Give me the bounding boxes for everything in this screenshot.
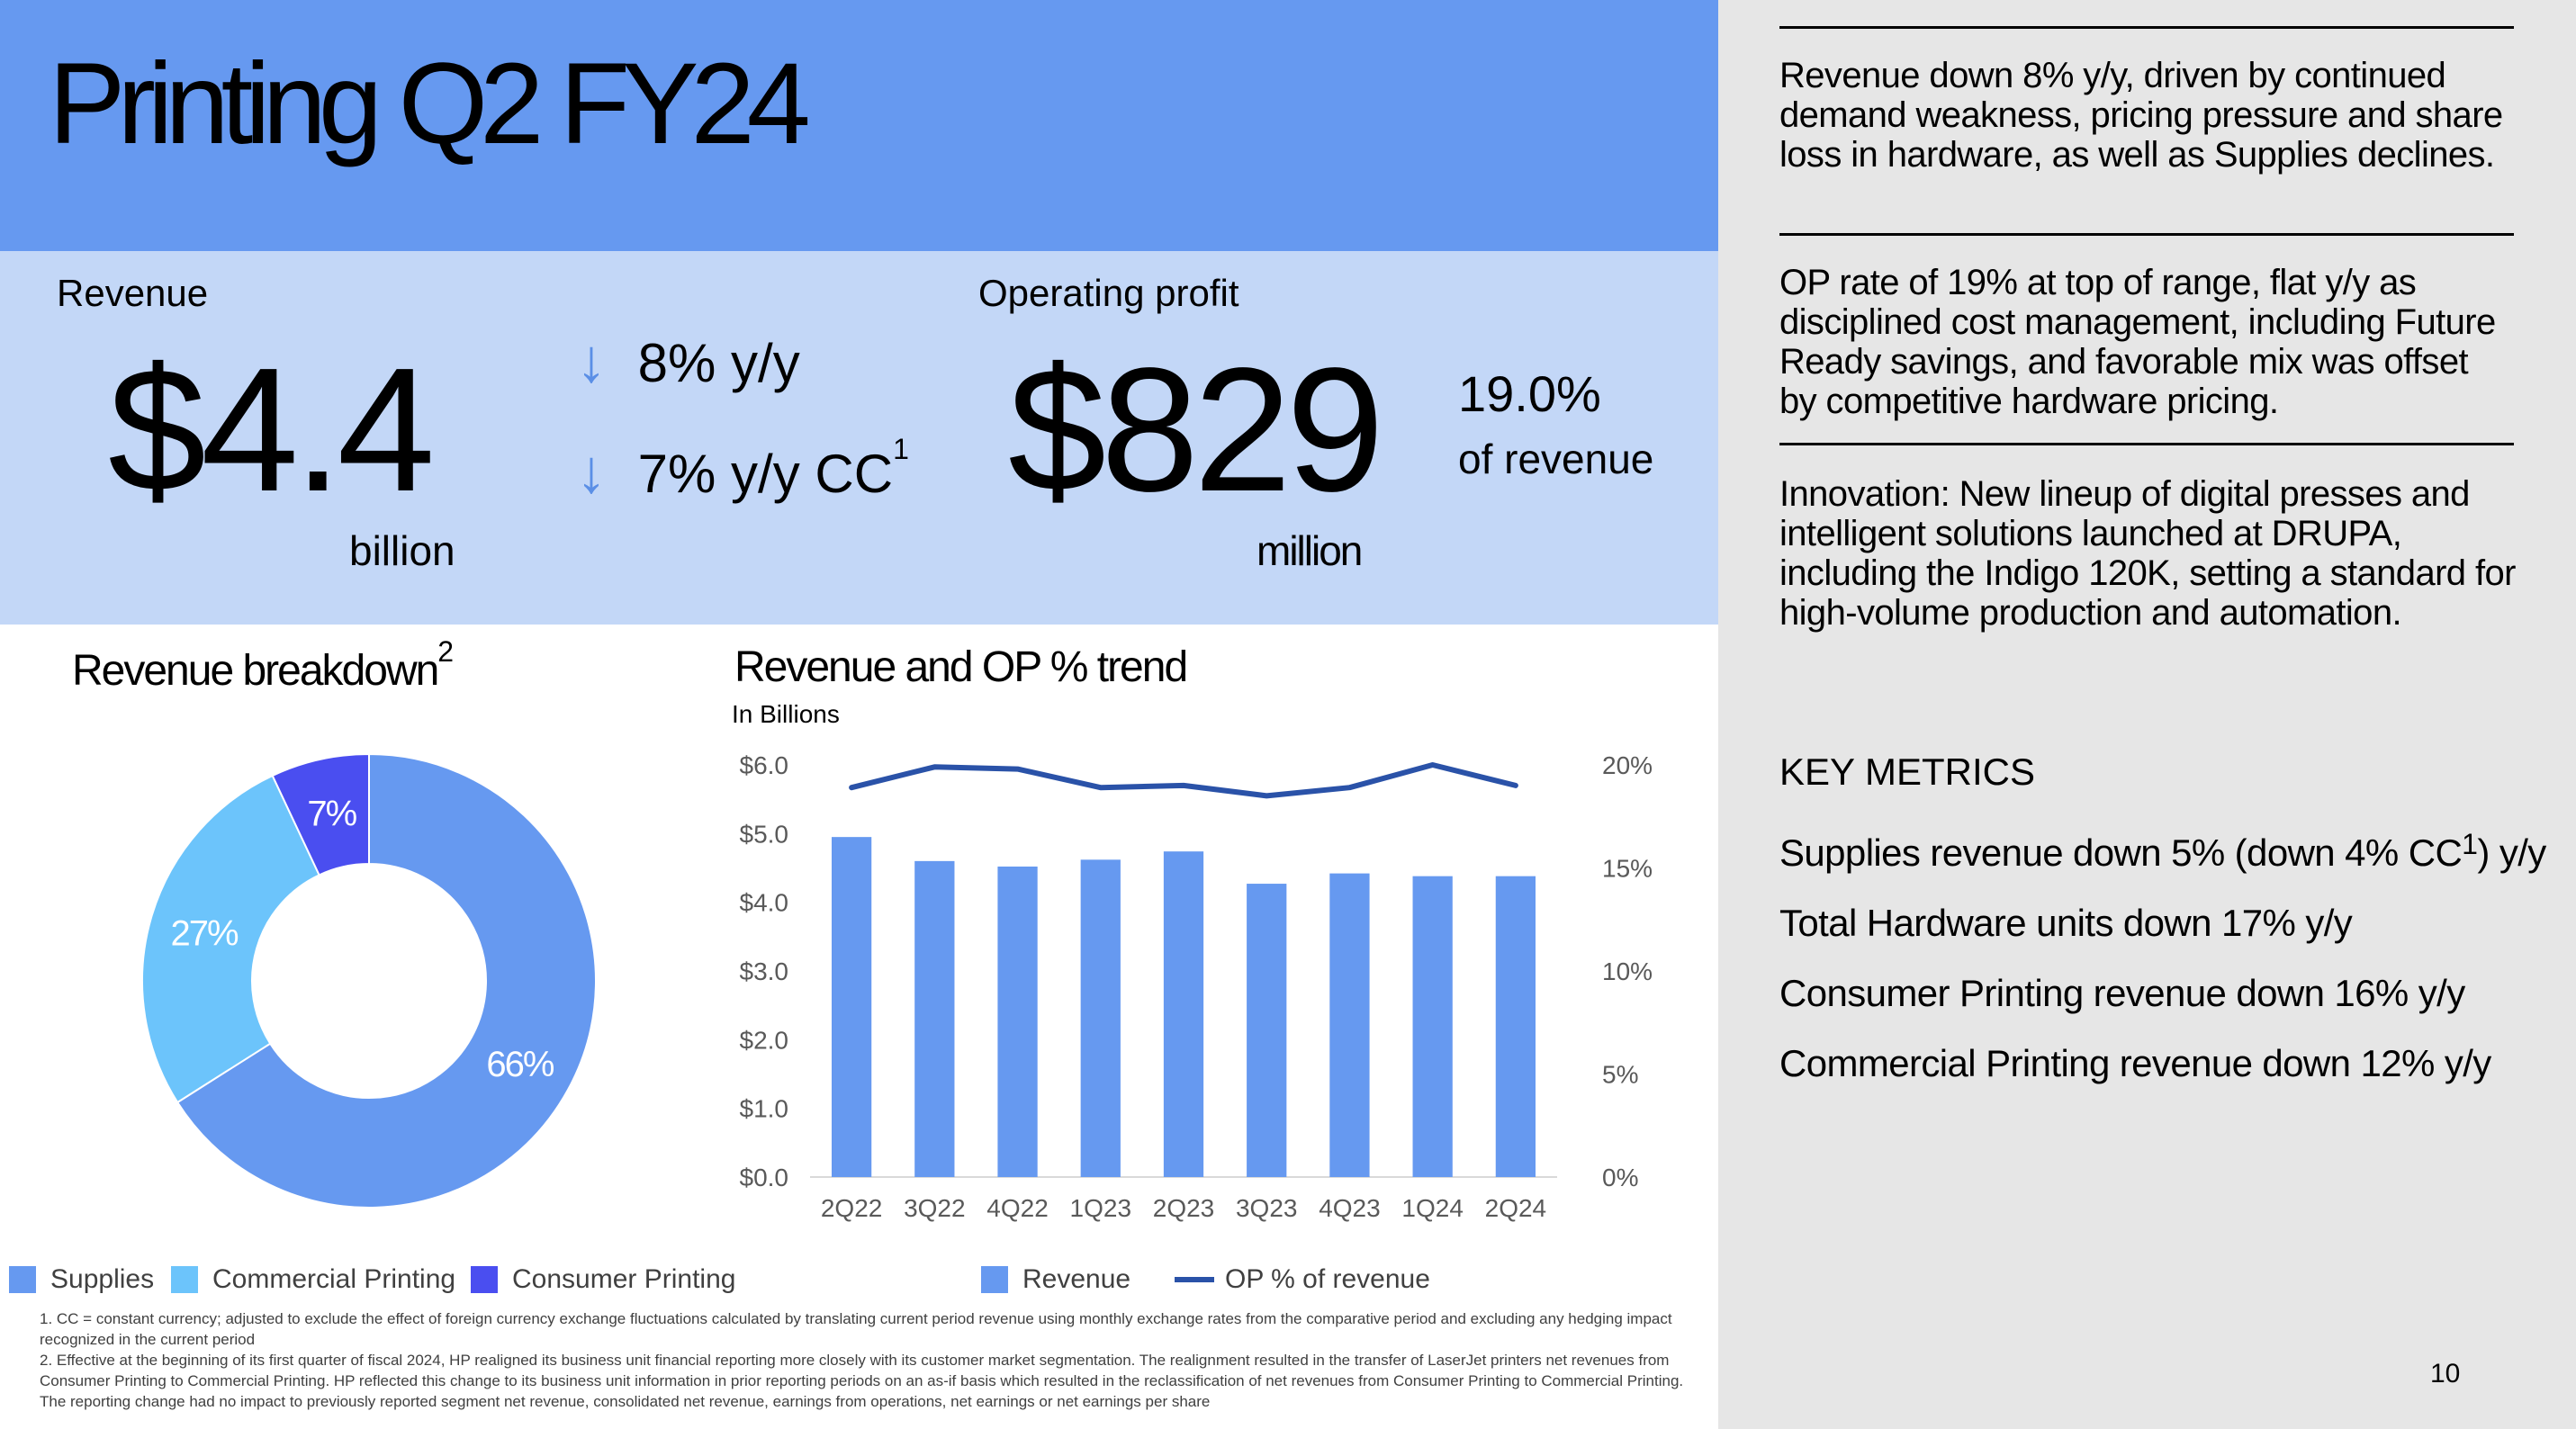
x-tick-label: 2Q24 (1485, 1194, 1547, 1222)
revenue-delta-2-text: 7% y/y CC (637, 444, 894, 504)
y-tick-left: $2.0 (740, 1026, 789, 1054)
x-tick-label: 3Q23 (1236, 1194, 1298, 1222)
donut-slice-consumer-printing (271, 752, 370, 876)
metric-consumer: Consumer Printing revenue down 16% y/y (1779, 972, 2465, 1014)
legend-swatch (471, 1266, 498, 1293)
key-metrics-title: KEY METRICS (1779, 750, 2035, 793)
revenue-op-trend-chart: $0.0 $1.0 $2.0 $3.0 $4.0 $5.0 $6.0 0% 5% 10% 15% 20… (740, 751, 1653, 1222)
legend-consumer: Consumer Printing (471, 1264, 735, 1295)
revenue-bar (1412, 876, 1453, 1177)
donut-data-label: 27% (171, 914, 239, 954)
y-tick-right: 0% (1602, 1164, 1638, 1191)
legend-label: Revenue (1022, 1264, 1131, 1294)
right-panel (1718, 0, 2576, 1429)
metric-supplies: Supplies revenue down 5% (down 4% CC1) y… (1779, 828, 2546, 875)
legend-label: Supplies (50, 1264, 155, 1294)
x-tick-label: 1Q23 (1070, 1194, 1132, 1222)
legend-op: OP % of revenue (1175, 1264, 1430, 1295)
y-tick-right: 5% (1602, 1061, 1638, 1089)
revenue-bar (1329, 873, 1370, 1177)
revenue-bar (997, 866, 1038, 1177)
revenue-label: Revenue (57, 272, 209, 314)
legend-supplies: Supplies (9, 1264, 154, 1295)
breakdown-title-text: Revenue breakdown (72, 647, 439, 695)
donut-slice-supplies (176, 752, 597, 1209)
down-arrow-icon: ↓ (576, 327, 607, 395)
legend-commercial: Commercial Printing (171, 1264, 455, 1295)
y-tick-right: 15% (1602, 855, 1653, 883)
highlight-revenue: Revenue down 8% y/y, driven by continued… (1779, 56, 2503, 175)
footnote-ref: 1 (2462, 828, 2478, 860)
legend-revenue: Revenue (981, 1264, 1130, 1295)
y-tick-left: $0.0 (740, 1164, 789, 1191)
footnote-2: 2. Effective at the beginning of its fir… (40, 1352, 1684, 1410)
breakdown-title: Revenue breakdown2 (72, 635, 454, 696)
divider (1779, 26, 2514, 29)
x-tick-label: 3Q22 (904, 1194, 966, 1222)
divider (1779, 233, 2514, 236)
legend-line-swatch (1175, 1277, 1214, 1282)
down-arrow-icon: ↓ (576, 437, 607, 506)
op-unit: million (1256, 527, 1363, 574)
trend-title: Revenue and OP % trend (734, 643, 1188, 691)
title-band (0, 0, 1718, 251)
x-tick-label: 4Q22 (986, 1194, 1049, 1222)
op-value: $829 (1008, 331, 1384, 528)
kpi-band (0, 251, 1718, 625)
donut-data-label: 66% (486, 1045, 554, 1084)
revenue-bar (1080, 859, 1121, 1177)
y-tick-left: $4.0 (740, 889, 789, 917)
page-title: Printing Q2 FY24 (49, 40, 811, 168)
donut-data-label: 7% (307, 795, 356, 834)
revenue-bar (1163, 851, 1204, 1177)
legend-label: Commercial Printing (212, 1264, 456, 1294)
revenue-bar (1247, 884, 1287, 1177)
y-tick-left: $6.0 (740, 751, 789, 779)
highlight-innovation: Innovation: New lineup of digital presse… (1779, 474, 2516, 633)
revenue-delta-1-text: 8% y/y (637, 333, 800, 393)
legend-swatch (981, 1266, 1008, 1293)
page-number: 10 (2430, 1359, 2461, 1389)
y-tick-left: $3.0 (740, 957, 789, 985)
x-tick-label: 1Q24 (1401, 1194, 1464, 1222)
y-tick-left: $1.0 (740, 1095, 789, 1123)
op-rate-line (849, 762, 1518, 799)
op-rate-label: of revenue (1458, 436, 1654, 482)
revenue-bar (914, 860, 955, 1177)
y-tick-right: 20% (1602, 751, 1653, 779)
legend-swatch (9, 1266, 36, 1293)
revenue-value: $4.4 (108, 331, 435, 528)
revenue-unit: billion (349, 527, 455, 574)
x-tick-label: 4Q23 (1319, 1194, 1381, 1222)
divider (1779, 443, 2514, 445)
y-tick-right: 10% (1602, 957, 1653, 985)
x-tick-label: 2Q22 (821, 1194, 883, 1222)
footnote-ref: 2 (437, 635, 454, 668)
legend-label: Consumer Printing (512, 1264, 736, 1294)
legend-label: OP % of revenue (1225, 1264, 1430, 1294)
metric-supplies-suffix: ) y/y (2477, 831, 2546, 874)
y-tick-left: $5.0 (740, 820, 789, 848)
legend-swatch (171, 1266, 198, 1293)
op-label: Operating profit (978, 272, 1239, 314)
revenue-delta-1: ↓ 8% y/y (576, 326, 800, 396)
metric-supplies-text: Supplies revenue down 5% (down 4% CC (1779, 831, 2463, 874)
metric-hardware: Total Hardware units down 17% y/y (1779, 902, 2353, 944)
revenue-breakdown-donut: 66% 27% 7% (141, 752, 597, 1209)
op-rate: 19.0% (1458, 365, 1601, 422)
footnote-ref: 1 (893, 433, 909, 465)
metric-commercial: Commercial Printing revenue down 12% y/y (1779, 1042, 2491, 1084)
revenue-delta-2: ↓ 7% y/y CC1 (576, 433, 909, 507)
footnote-1: 1. CC = constant currency; adjusted to e… (40, 1310, 1672, 1348)
donut-slice-commercial-printing (141, 774, 320, 1104)
revenue-bar (1495, 876, 1536, 1177)
x-tick-label: 2Q23 (1153, 1194, 1215, 1222)
revenue-bar (831, 837, 872, 1177)
trend-subtitle: In Billions (732, 700, 840, 728)
highlight-op-rate: OP rate of 19% at top of range, flat y/y… (1779, 263, 2496, 421)
